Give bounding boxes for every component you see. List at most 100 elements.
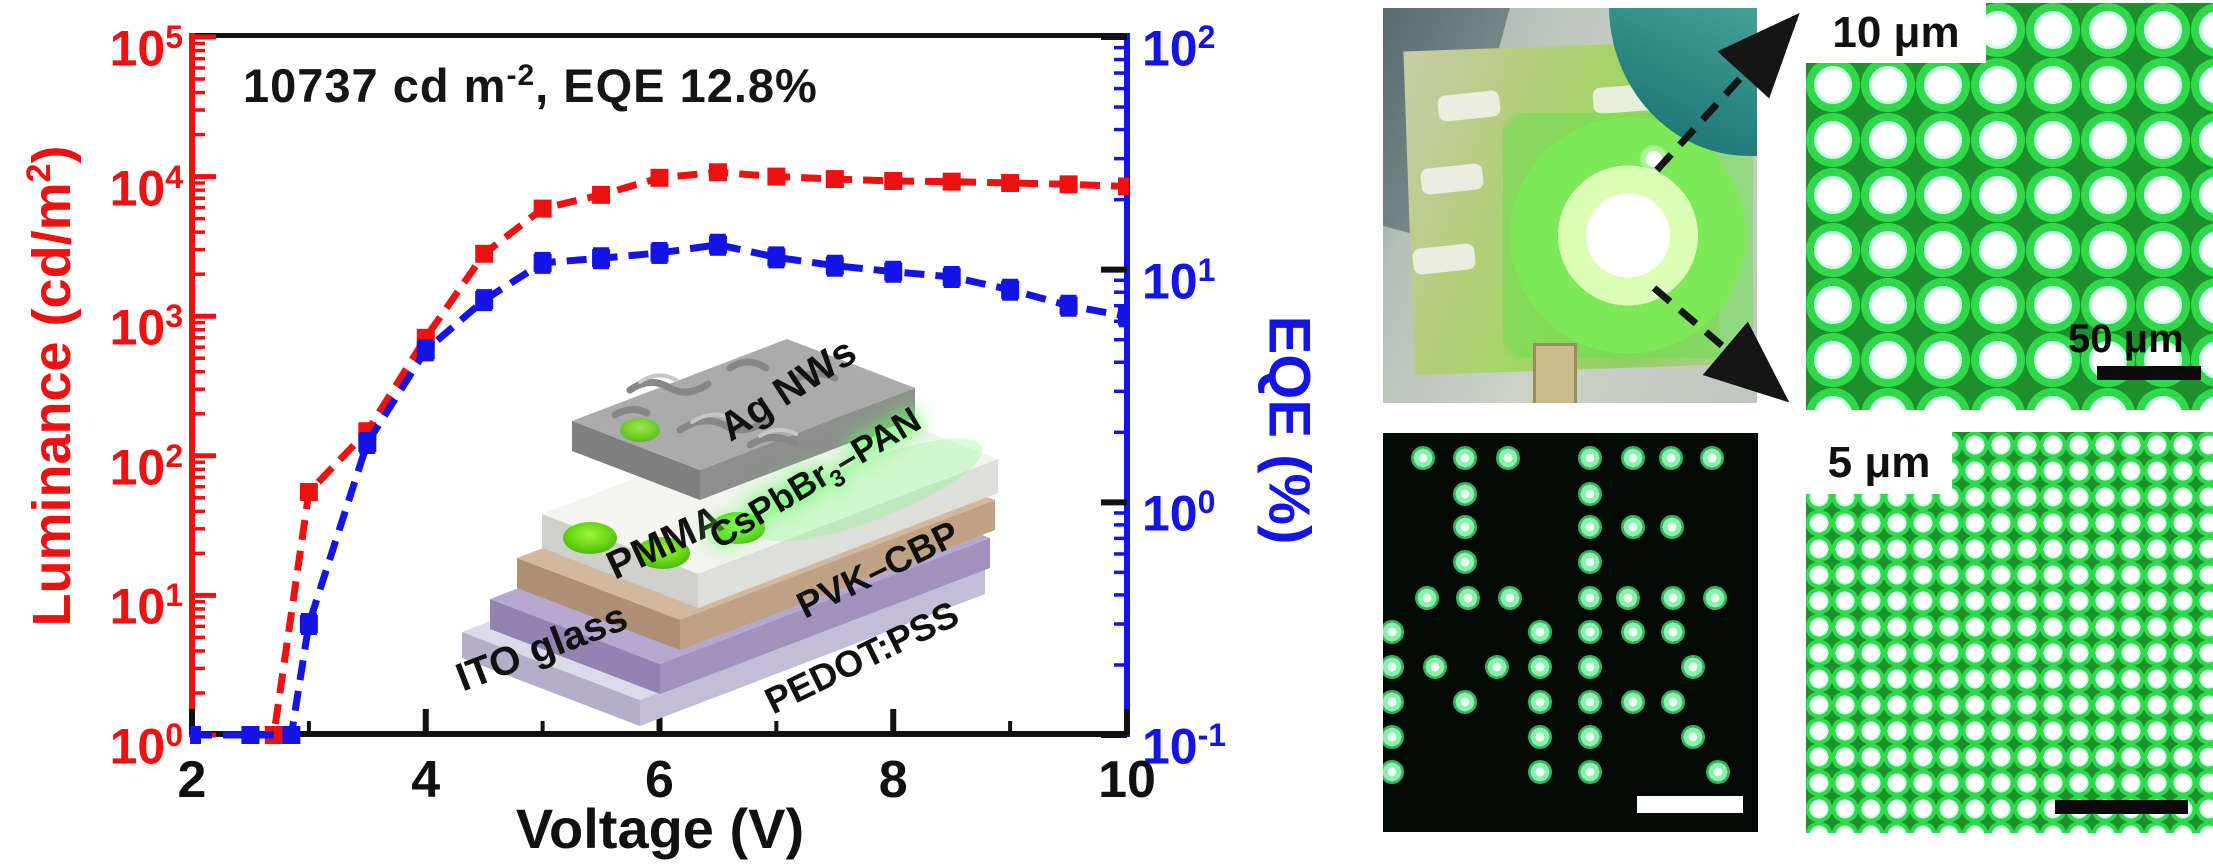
pmma-front-face <box>698 459 998 608</box>
pvk-side-face <box>517 558 680 650</box>
pixel-dot <box>1578 655 1602 679</box>
agnw-front-face <box>700 388 915 500</box>
right-tick-label: 100 <box>1142 484 1216 542</box>
left-tick-label: 100 <box>109 717 183 775</box>
scalebar-label-50um: 50 μm <box>2068 317 2184 361</box>
left-tick-label: 101 <box>109 577 183 636</box>
pixel-dot <box>1621 690 1645 714</box>
pixel-dot <box>1621 446 1645 470</box>
pixel-dot <box>1706 760 1730 784</box>
nanowire-highlight <box>638 373 798 438</box>
right-tick-label: 10-1 <box>1142 717 1227 775</box>
pixel-dot <box>1616 586 1640 610</box>
pixel-size-label-5um: 5 μm <box>1806 432 1952 494</box>
pixel-dot <box>1383 655 1404 679</box>
pixel-dot <box>1578 586 1602 610</box>
pixel-dot <box>1496 446 1520 470</box>
pedot-side-face <box>490 599 660 694</box>
pixel-dot <box>1383 620 1404 644</box>
pixel-dot <box>1661 620 1685 644</box>
quantum-dot <box>620 418 660 442</box>
pixel-dot <box>1528 690 1552 714</box>
pixel-dot <box>1578 725 1602 749</box>
pixel-dot <box>1578 550 1602 574</box>
pedot-front-face <box>660 538 990 694</box>
pixel-dot <box>1700 446 1724 470</box>
pixel-dot <box>1703 586 1727 610</box>
pixel-dot <box>1456 586 1480 610</box>
plot-left-spine <box>189 33 195 737</box>
pvk-front-face <box>680 500 995 650</box>
pixel-dot <box>1453 482 1477 506</box>
left-tick-label: 104 <box>109 158 183 217</box>
right-axis-title: EQE (%) <box>1256 315 1322 545</box>
pixel-dot <box>1453 446 1477 470</box>
pixel-dot <box>1453 690 1477 714</box>
left-tick-label: 103 <box>109 298 183 356</box>
black-scalebar <box>2097 366 2201 380</box>
pixel-dot <box>1498 586 1522 610</box>
pixel-dot <box>1661 690 1685 714</box>
device-photo <box>1383 8 1757 403</box>
pixel-dot <box>1578 446 1602 470</box>
black-scalebar <box>2055 800 2188 814</box>
pixel-dot <box>1660 515 1684 539</box>
pmma-top-face <box>542 399 998 574</box>
pixel-dot <box>1578 690 1602 714</box>
x-tick-label: 2 <box>177 751 207 809</box>
pixel-dot <box>1659 446 1683 470</box>
microscope-photo-5um: 5 μm <box>1806 432 2213 833</box>
left-axis-title-sup: 2 <box>20 163 58 183</box>
annotation-sup: -2 <box>506 59 536 92</box>
contact-clamp <box>1533 343 1577 403</box>
agnw-side-face <box>572 421 700 500</box>
pixel-dot <box>1423 655 1447 679</box>
plot-top-spine <box>189 33 1130 38</box>
peak-annotation: 10737 cd m-2, EQE 12.8% <box>243 59 818 112</box>
ito-side-face <box>462 632 640 726</box>
agnw-top-face <box>572 339 915 470</box>
pixel-dot <box>1578 760 1602 784</box>
pixel-dot <box>1485 655 1509 679</box>
pixel-dot <box>1415 586 1439 610</box>
x-tick-label: 4 <box>411 751 441 809</box>
pixel-dot <box>1578 482 1602 506</box>
pixel-dot <box>1578 620 1602 644</box>
x-axis-title: Voltage (V) <box>515 797 805 860</box>
quantum-dot <box>563 522 617 554</box>
white-scalebar <box>1637 796 1743 813</box>
plot-area <box>189 34 1130 744</box>
device-stack-drawing <box>462 339 998 726</box>
pixel-dot <box>1411 446 1435 470</box>
right-tick-label: 101 <box>1142 251 1216 310</box>
x-tick-label: 8 <box>878 751 908 809</box>
left-tick-label: 105 <box>109 19 183 77</box>
quantum-dot <box>636 537 690 569</box>
pixel-dot <box>1383 760 1404 784</box>
left-axis-title: Luminance (cd/m2) <box>20 145 82 627</box>
pixel-dot <box>1528 655 1552 679</box>
pixel-dot <box>1453 515 1477 539</box>
pixel-dot <box>1578 515 1602 539</box>
chart-canvas <box>189 34 1130 744</box>
x-tick-label: 10 <box>1098 751 1156 809</box>
pixel-dot <box>1621 515 1645 539</box>
pixel-dot <box>1681 655 1705 679</box>
pixel-dot <box>1528 760 1552 784</box>
left-tick-label: 102 <box>109 437 183 496</box>
pixel-size-label-10um: 10 μm <box>1806 3 1986 63</box>
perovskite-glow <box>757 438 983 542</box>
microscope-photo-10um: 10 μm 50 μm <box>1806 3 2213 410</box>
pixel-dot <box>1681 725 1705 749</box>
x-tick-label: 6 <box>645 751 674 809</box>
pixel-dot <box>1453 550 1477 574</box>
quantum-dot <box>711 512 765 544</box>
patterned-pixels-photo <box>1383 433 1758 832</box>
pixel-dot <box>1528 725 1552 749</box>
pixel-dot <box>1383 690 1404 714</box>
plot-right-spine <box>1124 33 1130 737</box>
pixel-dot <box>1383 725 1404 749</box>
pixel-dot <box>1661 586 1685 610</box>
pixel-dot <box>1528 620 1552 644</box>
